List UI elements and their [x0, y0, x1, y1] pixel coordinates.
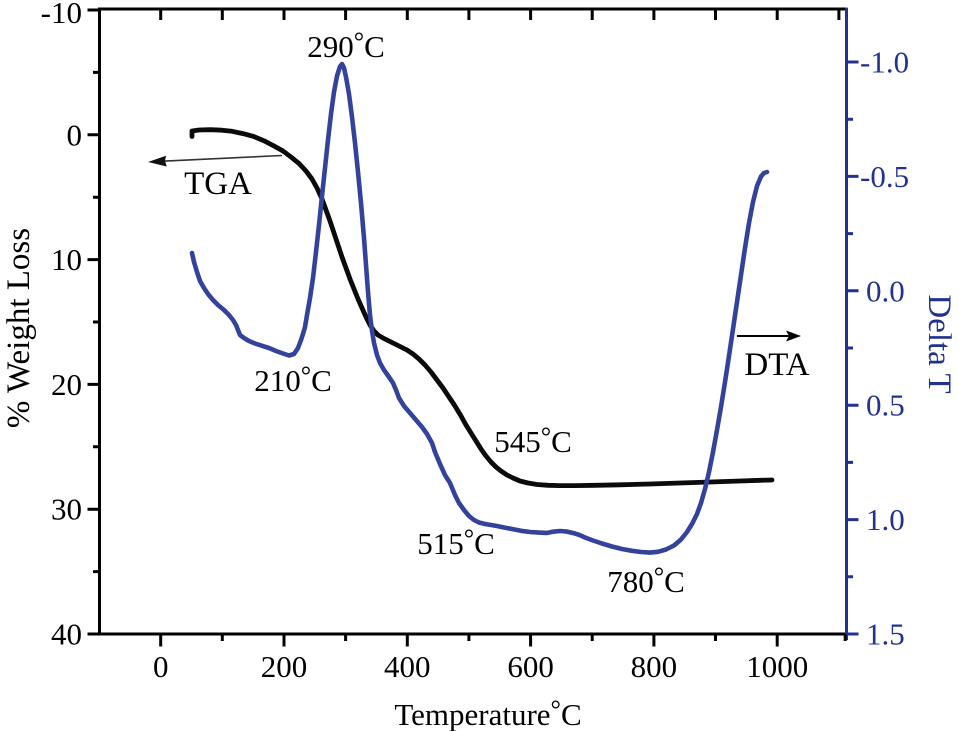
svg-text:DTA: DTA [744, 347, 809, 383]
svg-text:-0.5: -0.5 [860, 159, 909, 194]
svg-text:400: 400 [384, 649, 431, 684]
svg-text:290°C: 290°C [307, 27, 385, 64]
svg-text:210°C: 210°C [254, 361, 332, 398]
svg-text:Temperature°C: Temperature°C [394, 695, 581, 731]
svg-text:0: 0 [67, 117, 83, 152]
svg-text:800: 800 [631, 649, 678, 684]
svg-text:-10: -10 [41, 0, 82, 30]
svg-text:1000: 1000 [746, 649, 808, 684]
svg-text:600: 600 [507, 649, 554, 684]
svg-text:515°C: 515°C [417, 524, 495, 561]
svg-text:TGA: TGA [184, 166, 252, 202]
svg-text:0.5: 0.5 [866, 388, 905, 423]
svg-text:0: 0 [153, 649, 169, 684]
svg-text:Delta T: Delta T [921, 294, 957, 393]
svg-text:10: 10 [51, 242, 82, 277]
svg-text:20: 20 [51, 367, 82, 402]
svg-text:% Weight Loss: % Weight Loss [1, 228, 37, 428]
svg-text:-1.0: -1.0 [860, 45, 909, 80]
svg-text:40: 40 [51, 617, 82, 652]
svg-text:545°C: 545°C [494, 422, 572, 459]
svg-text:30: 30 [51, 492, 82, 527]
svg-text:0.0: 0.0 [866, 273, 905, 308]
svg-text:1.0: 1.0 [866, 502, 905, 537]
svg-text:1.5: 1.5 [866, 617, 905, 652]
svg-text:780°C: 780°C [607, 562, 685, 599]
svg-text:200: 200 [261, 649, 308, 684]
